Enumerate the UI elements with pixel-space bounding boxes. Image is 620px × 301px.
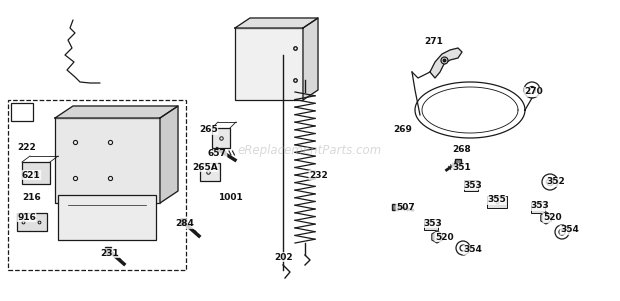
Text: 353: 353 — [530, 201, 549, 210]
Text: 1001: 1001 — [218, 194, 243, 203]
Bar — [11, 103, 33, 121]
Bar — [464, 180, 478, 191]
Bar — [200, 163, 220, 181]
Text: 270: 270 — [524, 88, 542, 97]
Polygon shape — [432, 231, 442, 243]
Bar — [235, 28, 303, 100]
Polygon shape — [303, 18, 318, 100]
Text: 353: 353 — [423, 219, 441, 228]
Polygon shape — [235, 18, 318, 28]
Text: 216: 216 — [22, 194, 41, 203]
Text: 520: 520 — [543, 213, 562, 222]
Text: 232: 232 — [309, 170, 328, 179]
Text: 231: 231 — [100, 249, 119, 257]
Text: 507: 507 — [396, 203, 415, 213]
Text: 351: 351 — [452, 163, 471, 172]
Bar — [424, 219, 438, 230]
Text: 520: 520 — [435, 232, 454, 241]
Text: 353: 353 — [463, 181, 482, 190]
Text: 916: 916 — [17, 213, 36, 222]
Bar — [17, 213, 47, 231]
Bar — [22, 162, 50, 184]
Bar — [487, 196, 507, 208]
Text: 352: 352 — [546, 178, 565, 187]
Text: 621: 621 — [22, 170, 41, 179]
Text: 355: 355 — [487, 196, 506, 204]
Text: 657: 657 — [208, 150, 227, 159]
Bar — [8, 100, 186, 270]
Polygon shape — [430, 48, 462, 78]
Text: 354: 354 — [560, 225, 579, 234]
Text: 269: 269 — [393, 126, 412, 135]
Polygon shape — [160, 106, 178, 203]
Text: 354: 354 — [463, 246, 482, 255]
Bar — [58, 195, 156, 240]
Polygon shape — [55, 106, 178, 118]
Text: 265A: 265A — [192, 163, 218, 172]
Bar — [55, 118, 160, 203]
Text: 284: 284 — [175, 219, 194, 228]
Text: 265: 265 — [199, 126, 218, 135]
Text: 271: 271 — [424, 38, 443, 46]
Text: 268: 268 — [452, 145, 471, 154]
Text: eReplacementParts.com: eReplacementParts.com — [238, 144, 382, 157]
Bar — [212, 128, 230, 148]
Polygon shape — [541, 212, 551, 224]
Text: 222: 222 — [17, 144, 36, 153]
Bar — [531, 202, 545, 213]
Text: 202: 202 — [274, 253, 293, 262]
